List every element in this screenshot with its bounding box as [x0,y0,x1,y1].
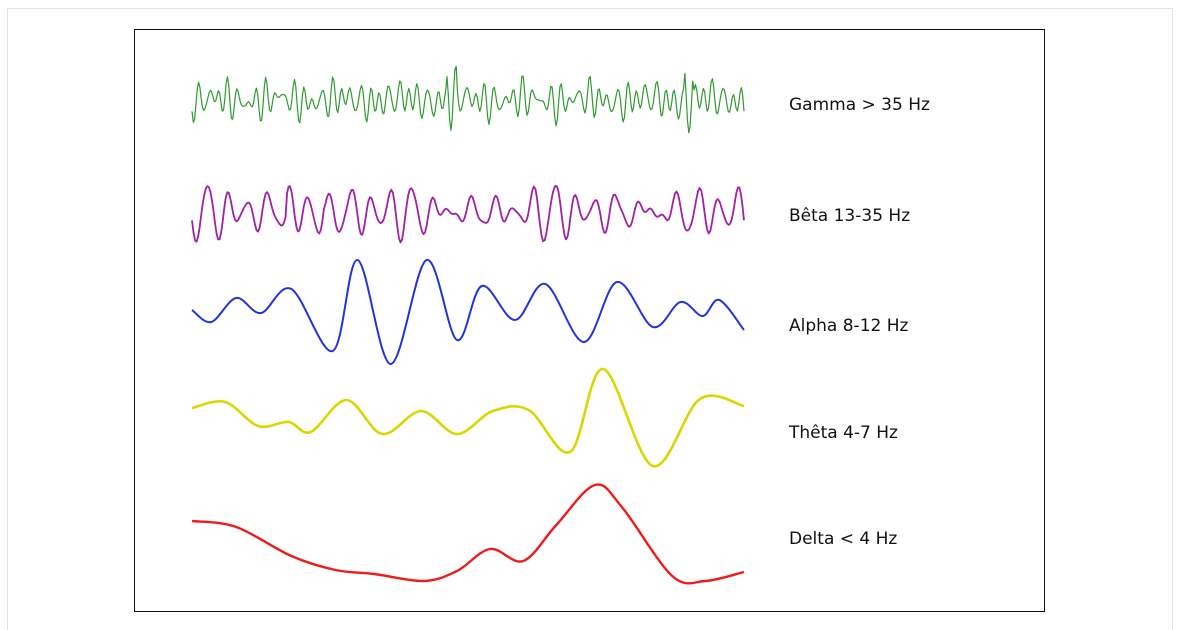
beta-label: Bêta 13-35 Hz [789,206,910,226]
theta-label: Thêta 4-7 Hz [789,423,898,443]
beta-waveform [192,186,744,243]
delta-label: Delta < 4 Hz [789,529,897,549]
alpha-label: Alpha 8-12 Hz [789,316,908,336]
alpha-waveform [192,260,744,364]
delta-waveform [192,485,744,584]
gamma-waveform [192,67,744,133]
brainwave-figure: Gamma > 35 Hz Bêta 13-35 Hz Alpha 8-12 H… [134,29,1045,612]
gamma-label: Gamma > 35 Hz [789,95,930,115]
theta-waveform [192,369,744,466]
